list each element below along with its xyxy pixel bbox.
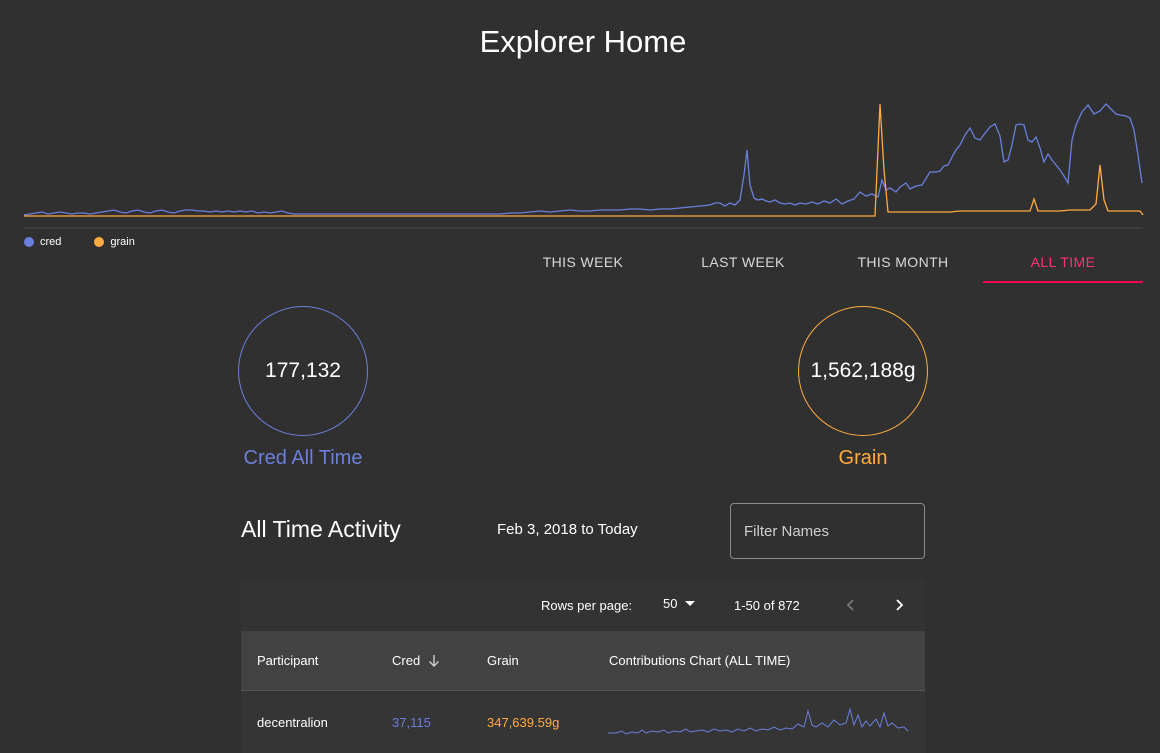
chart-legend: cred grain	[24, 236, 135, 248]
grain-total-label: Grain	[838, 447, 888, 469]
header-contributions-chart: Contributions Chart (ALL TIME)	[609, 653, 791, 668]
grain-total-circle: 1,562,188g	[798, 306, 928, 436]
pagination-range: 1-50 of 872	[734, 598, 800, 613]
date-range: Feb 3, 2018 to Today	[497, 521, 638, 538]
grain-total-value: 1,562,188g	[810, 359, 916, 382]
legend-item-grain[interactable]: grain	[94, 236, 135, 248]
time-range-tabs: THIS WEEK LAST WEEK THIS MONTH ALL TIME	[503, 242, 1143, 283]
filter-names-placeholder: Filter Names	[744, 522, 830, 540]
tab-this-week[interactable]: THIS WEEK	[542, 253, 624, 270]
header-cred-label: Cred	[392, 653, 421, 668]
overview-chart	[23, 103, 1144, 229]
rows-per-page-value: 50	[663, 596, 678, 611]
header-participant[interactable]: Participant	[257, 653, 319, 668]
arrow-down-icon	[429, 655, 440, 667]
cred-total-circle: 177,132	[238, 306, 368, 436]
legend-label-cred: cred	[40, 236, 62, 248]
cred-series-line	[23, 103, 1143, 216]
header-cred[interactable]: Cred	[392, 653, 440, 668]
table-pagination: Rows per page: 50 1-50 of 872	[241, 580, 925, 630]
contributions-sparkline	[608, 707, 909, 735]
participant-cred: 37,115	[392, 715, 431, 730]
grain-legend-dot-icon	[94, 237, 105, 247]
tab-last-week[interactable]: LAST WEEK	[701, 253, 785, 270]
participant-grain: 347,639.59g	[487, 715, 560, 730]
legend-item-cred[interactable]: cred	[24, 236, 61, 248]
previous-page-button[interactable]	[839, 593, 863, 617]
cred-total-value: 177,132	[265, 359, 341, 382]
grain-series-line	[24, 103, 1144, 217]
activity-title: All Time Activity	[241, 516, 401, 542]
caret-down-icon	[685, 601, 696, 606]
rows-per-page-label: Rows per page:	[541, 598, 633, 613]
header-grain[interactable]: Grain	[487, 653, 519, 668]
participant-name[interactable]: decentralion	[257, 715, 328, 730]
table-header: Participant Cred Grain Contributions Cha…	[241, 631, 925, 690]
page-title: Explorer Home	[479, 24, 687, 59]
next-page-button[interactable]	[887, 593, 911, 617]
cred-legend-dot-icon	[24, 237, 34, 247]
filter-names-input[interactable]: Filter Names	[730, 503, 925, 559]
chevron-left-icon	[846, 599, 854, 611]
rows-per-page-select[interactable]: 50	[663, 596, 696, 611]
legend-label-grain: grain	[110, 236, 135, 248]
tab-this-month[interactable]: THIS MONTH	[857, 253, 949, 270]
activity-table: Rows per page: 50 1-50 of 872 Participan…	[241, 580, 925, 753]
cred-total-label: Cred All Time	[243, 447, 363, 469]
table-row[interactable]: decentralion 37,115 347,639.59g	[241, 690, 925, 753]
chevron-right-icon	[896, 599, 904, 611]
tab-all-time[interactable]: ALL TIME	[983, 242, 1143, 283]
